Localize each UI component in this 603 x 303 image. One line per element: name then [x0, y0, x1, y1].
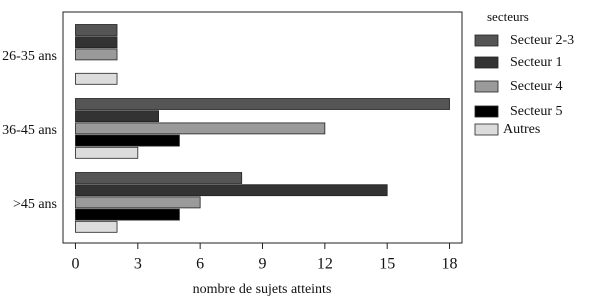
x-axis-title: nombre de sujets atteints [193, 282, 332, 297]
bar [75, 172, 243, 184]
legend-title: secteurs [487, 9, 529, 24]
bar [75, 72, 118, 85]
legend-label: Secteur 4 [510, 79, 562, 94]
legend-swatch [474, 34, 499, 47]
legend-swatch [474, 105, 499, 118]
bar [75, 134, 180, 147]
bar [75, 184, 388, 197]
bar [75, 110, 159, 123]
y-tick-label: 36-45 ans [2, 123, 57, 138]
bar [75, 220, 118, 233]
legend-swatch [474, 56, 499, 69]
bar [75, 208, 180, 221]
bar [75, 24, 118, 36]
bar [75, 146, 139, 159]
y-tick-label: >45 ans [13, 197, 57, 212]
x-tick-label: 18 [442, 256, 458, 273]
x-tick-label: 3 [134, 256, 142, 273]
legend-label: Secteur 2-3 [510, 33, 574, 48]
x-tick-label: 6 [196, 256, 204, 273]
bar [75, 36, 118, 49]
x-tick-label: 0 [71, 256, 79, 273]
legend-label: Secteur 1 [510, 55, 562, 70]
bar [75, 122, 326, 135]
bar [75, 48, 118, 61]
bar [75, 98, 450, 110]
bar [75, 196, 201, 209]
legend-label: Secteur 5 [510, 104, 562, 119]
x-tick-label: 12 [317, 256, 333, 273]
legend-swatch [474, 80, 499, 93]
y-tick-label: 26-35 ans [2, 49, 57, 64]
x-tick-label: 9 [259, 256, 267, 273]
x-tick-label: 15 [379, 256, 395, 273]
legend-swatch [474, 123, 499, 136]
legend-label: Autres [503, 122, 540, 137]
